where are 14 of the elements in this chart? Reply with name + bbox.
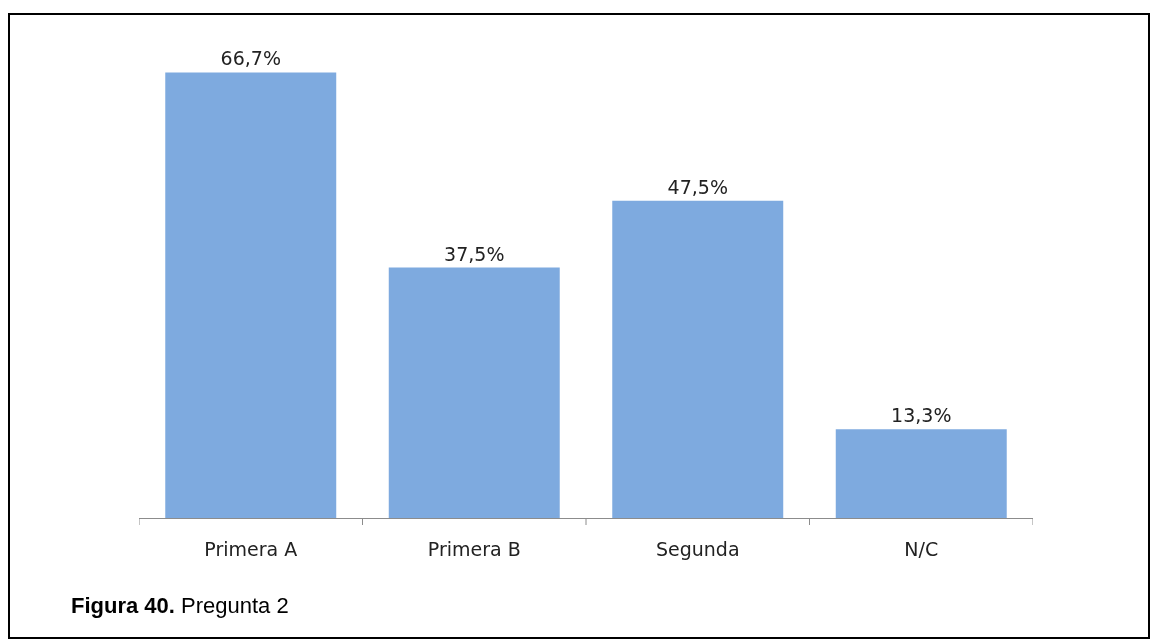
- text: Pregunta 2: [181, 593, 289, 618]
- data-label: 13,3%: [891, 404, 952, 427]
- x-tick-label: Primera B: [427, 537, 521, 560]
- data-label: 47,5%: [667, 175, 728, 198]
- x-tick-label: Primera A: [204, 537, 298, 560]
- bar: [835, 429, 1007, 518]
- bar: [388, 267, 560, 518]
- x-tick-label: Segunda: [655, 537, 740, 560]
- text: Figura 40.: [71, 593, 175, 618]
- bar: [612, 200, 784, 518]
- data-label: 66,7%: [220, 47, 281, 70]
- data-label: 37,5%: [444, 242, 505, 265]
- x-tick-label: N/C: [904, 537, 939, 560]
- bar: [165, 72, 337, 518]
